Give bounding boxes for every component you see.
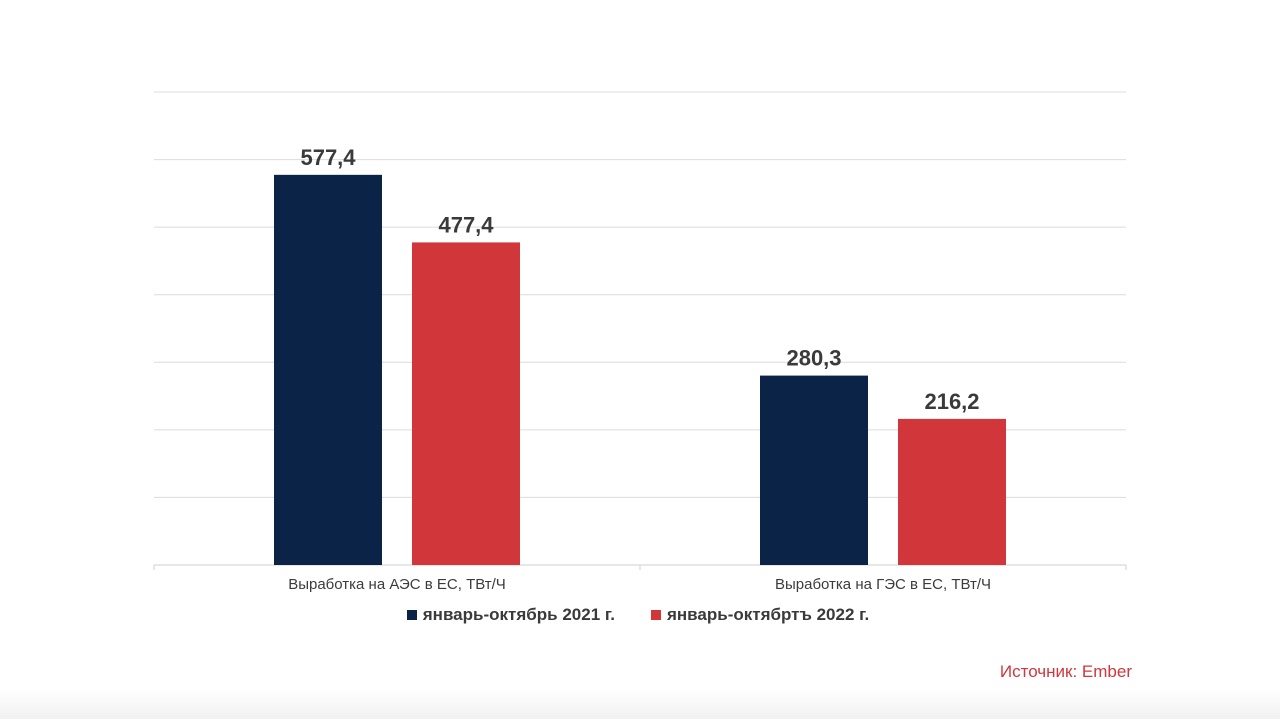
bar-2022-cat2 [898,418,1006,565]
bottom-fade [0,689,1280,719]
legend-item-2021: январь-октябрь 2021 г. [406,605,615,625]
legend-label-2022: январь-октябртъ 2022 г. [666,605,870,624]
data-label: 280,3 [786,346,841,371]
legend-label-2021: январь-октябрь 2021 г. [422,605,615,624]
source-note: Источник: Ember [999,662,1132,681]
data-label: 577,4 [300,145,356,170]
data-label: 216,2 [924,389,979,414]
bar-2021-cat1 [274,174,382,565]
data-label: 477,4 [438,212,494,237]
category-label: Выработка на АЭС в ЕС, ТВт/Ч [288,576,506,593]
category-label: Выработка на ГЭС в ЕС, ТВт/Ч [775,576,991,593]
bar-2022-cat1 [412,242,520,565]
legend-swatch-2022 [650,610,661,620]
bar-2021-cat2 [760,375,868,565]
legend-item-2022: январь-октябртъ 2022 г. [650,605,870,625]
legend-swatch-2021 [406,610,417,620]
legend: январь-октябрь 2021 г. январь-октябртъ 2… [0,605,1278,625]
